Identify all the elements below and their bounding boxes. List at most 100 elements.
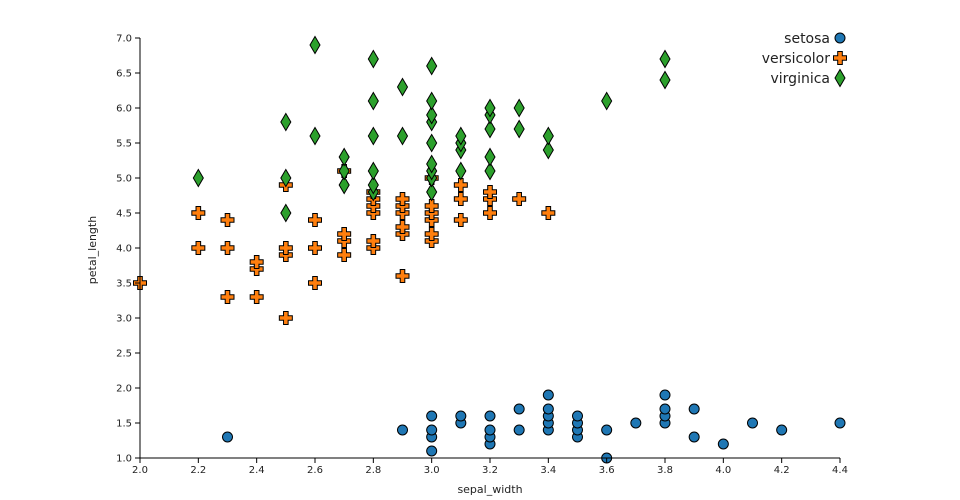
setosa-point [513, 424, 525, 436]
versicolor-point [308, 276, 322, 290]
virginica-point [513, 98, 525, 118]
virginica-point [426, 182, 438, 202]
virginica-point [484, 119, 496, 139]
virginica-point [426, 91, 438, 111]
versicolor-point [308, 241, 322, 255]
x-axis-title: sepal_width [457, 483, 522, 496]
virginica-point [455, 126, 467, 146]
setosa-point [747, 417, 758, 429]
virginica-point [426, 133, 438, 153]
virginica-point [367, 49, 379, 69]
virginica-point [280, 112, 292, 132]
setosa-point [397, 424, 408, 436]
versicolor-point [483, 185, 497, 199]
legend-label: virginica [771, 71, 831, 87]
virginica-point [659, 49, 671, 69]
y-tick-label: 2.5 [116, 349, 132, 360]
setosa-point [572, 410, 583, 422]
setosa-point [484, 410, 496, 422]
virginica-point [367, 91, 379, 111]
versicolor-point [220, 213, 235, 227]
y-tick-label: 7.0 [116, 34, 132, 45]
versicolor-point [512, 192, 527, 206]
setosa-point [542, 403, 554, 415]
versicolor-point [453, 178, 468, 192]
versicolor-point [366, 234, 381, 248]
virginica-point [367, 175, 379, 195]
series-virginica [192, 35, 671, 223]
virginica-point [484, 161, 496, 181]
x-tick-label: 2.6 [307, 465, 323, 476]
virginica-point [280, 203, 292, 223]
virginica-point [484, 147, 496, 167]
versicolor-point [220, 290, 235, 304]
versicolor-point [220, 241, 235, 255]
versicolor-point [249, 255, 264, 269]
setosa-point [688, 403, 700, 415]
virginica-point [455, 161, 467, 181]
series-setosa [222, 389, 846, 464]
setosa-point [426, 410, 438, 422]
x-tick-label: 4.0 [715, 465, 731, 476]
versicolor-point [453, 213, 468, 227]
y-tick-label: 5.5 [116, 139, 132, 150]
versicolor-point [424, 227, 439, 241]
versicolor-point [191, 206, 206, 220]
versicolor-point [541, 206, 556, 220]
setosa-point [630, 417, 642, 429]
x-tick-label: 4.2 [774, 465, 790, 476]
virginica-point [396, 77, 409, 97]
y-tick-label: 4.5 [116, 209, 132, 220]
x-tick-label: 3.8 [657, 465, 673, 476]
x-axis-ticks: 2.0 2.2 2.4 2.6 2.8 3.0 3.2 3.4 3.6 3.8 4.0 4.2 4.4 [132, 458, 848, 476]
axes-layer: 2.0 2.2 2.4 2.6 2.8 3.0 3.2 3.4 3.6 3.8 4.0 4.2 4.4 … [86, 34, 848, 497]
virginica-point [396, 126, 409, 146]
y-axis-title: petal_length [86, 216, 99, 284]
setosa-point [601, 424, 613, 436]
virginica-point [192, 168, 204, 188]
setosa-point [688, 431, 700, 443]
x-tick-label: 2.8 [365, 465, 381, 476]
x-tick-label: 2.0 [132, 465, 148, 476]
versicolor-point [395, 192, 410, 206]
setosa-point [455, 410, 467, 422]
y-tick-label: 5.0 [116, 174, 132, 185]
virginica-point [309, 35, 321, 55]
virginica-point [338, 161, 350, 181]
setosa-point [659, 403, 671, 415]
legend-label: versicolor [762, 51, 831, 67]
versicolor-point [337, 248, 352, 262]
y-tick-label: 3.5 [116, 279, 132, 290]
versicolor-point [395, 269, 410, 283]
virginica-point [513, 119, 525, 139]
setosa-point [717, 438, 729, 450]
versicolor-point [249, 290, 264, 304]
virginica-point [309, 126, 321, 146]
setosa-point [542, 389, 554, 401]
y-tick-label: 6.0 [116, 104, 132, 115]
y-tick-label: 1.0 [116, 454, 132, 465]
virginica-point [338, 147, 350, 167]
setosa-point [484, 424, 496, 436]
versicolor-point [278, 241, 293, 255]
virginica-point [426, 105, 438, 125]
y-tick-label: 4.0 [116, 244, 132, 255]
virginica-point [542, 126, 554, 146]
virginica-point [367, 126, 379, 146]
legend-item-virginica: virginica [771, 68, 846, 88]
virginica-point [280, 168, 292, 188]
x-tick-label: 4.4 [832, 465, 848, 476]
versicolor-point [483, 206, 497, 220]
y-tick-label: 1.5 [116, 419, 132, 430]
points-layer [133, 35, 846, 464]
legend: setosa versicolor virginica [762, 31, 847, 88]
virginica-point [338, 175, 350, 195]
y-tick-label: 2.0 [116, 384, 132, 395]
legend-marker-versicolor [833, 51, 847, 65]
x-tick-label: 2.4 [249, 465, 265, 476]
x-tick-label: 2.2 [190, 465, 206, 476]
legend-item-versicolor: versicolor [762, 51, 847, 67]
virginica-point [601, 91, 613, 111]
x-tick-label: 3.4 [540, 465, 556, 476]
